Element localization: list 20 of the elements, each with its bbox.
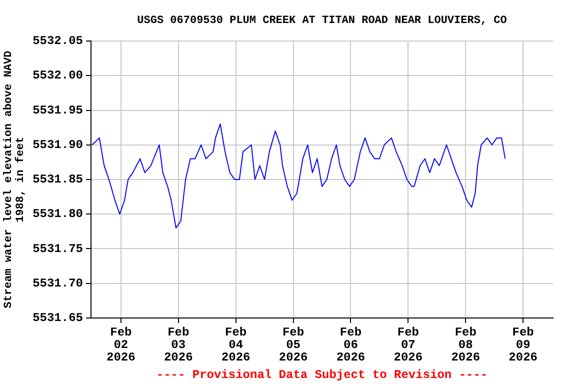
y-tick-label: 5531.80 xyxy=(32,207,83,222)
y-tick-label: 5531.85 xyxy=(32,172,83,187)
x-tick-label: Feb 09 2026 xyxy=(508,325,538,365)
y-tick-label: 5531.70 xyxy=(32,276,83,290)
y-tick-label: 5531.95 xyxy=(32,103,83,118)
x-tick-label: Feb 04 2026 xyxy=(221,325,250,365)
x-tick-label: Feb 05 2026 xyxy=(278,325,308,365)
x-tick-label: Feb 07 2026 xyxy=(394,325,423,365)
x-tick-label: Feb 08 2026 xyxy=(451,325,480,365)
x-tick-label: Feb 03 2026 xyxy=(164,325,193,365)
y-axis-title: Stream water level elevation above NAVD 1988, in feet xyxy=(2,50,27,308)
y-tick-label: 5532.05 xyxy=(32,34,83,48)
text: ---- Provisional Data Subject to Revision ---- xyxy=(156,368,488,382)
x-tick-label: Feb 06 2026 xyxy=(336,325,366,365)
x-tick-label: Feb 02 2026 xyxy=(106,325,136,365)
y-tick-label: 5532.00 xyxy=(32,68,83,83)
chart-title: USGS 06709530 PLUM CREEK AT TITAN ROAD NEAR LOUVIERS, CO xyxy=(137,14,508,27)
y-tick-label: 5531.90 xyxy=(32,138,83,152)
y-tick-label: 5531.65 xyxy=(32,311,83,326)
y-tick-label: 5531.75 xyxy=(32,242,83,256)
